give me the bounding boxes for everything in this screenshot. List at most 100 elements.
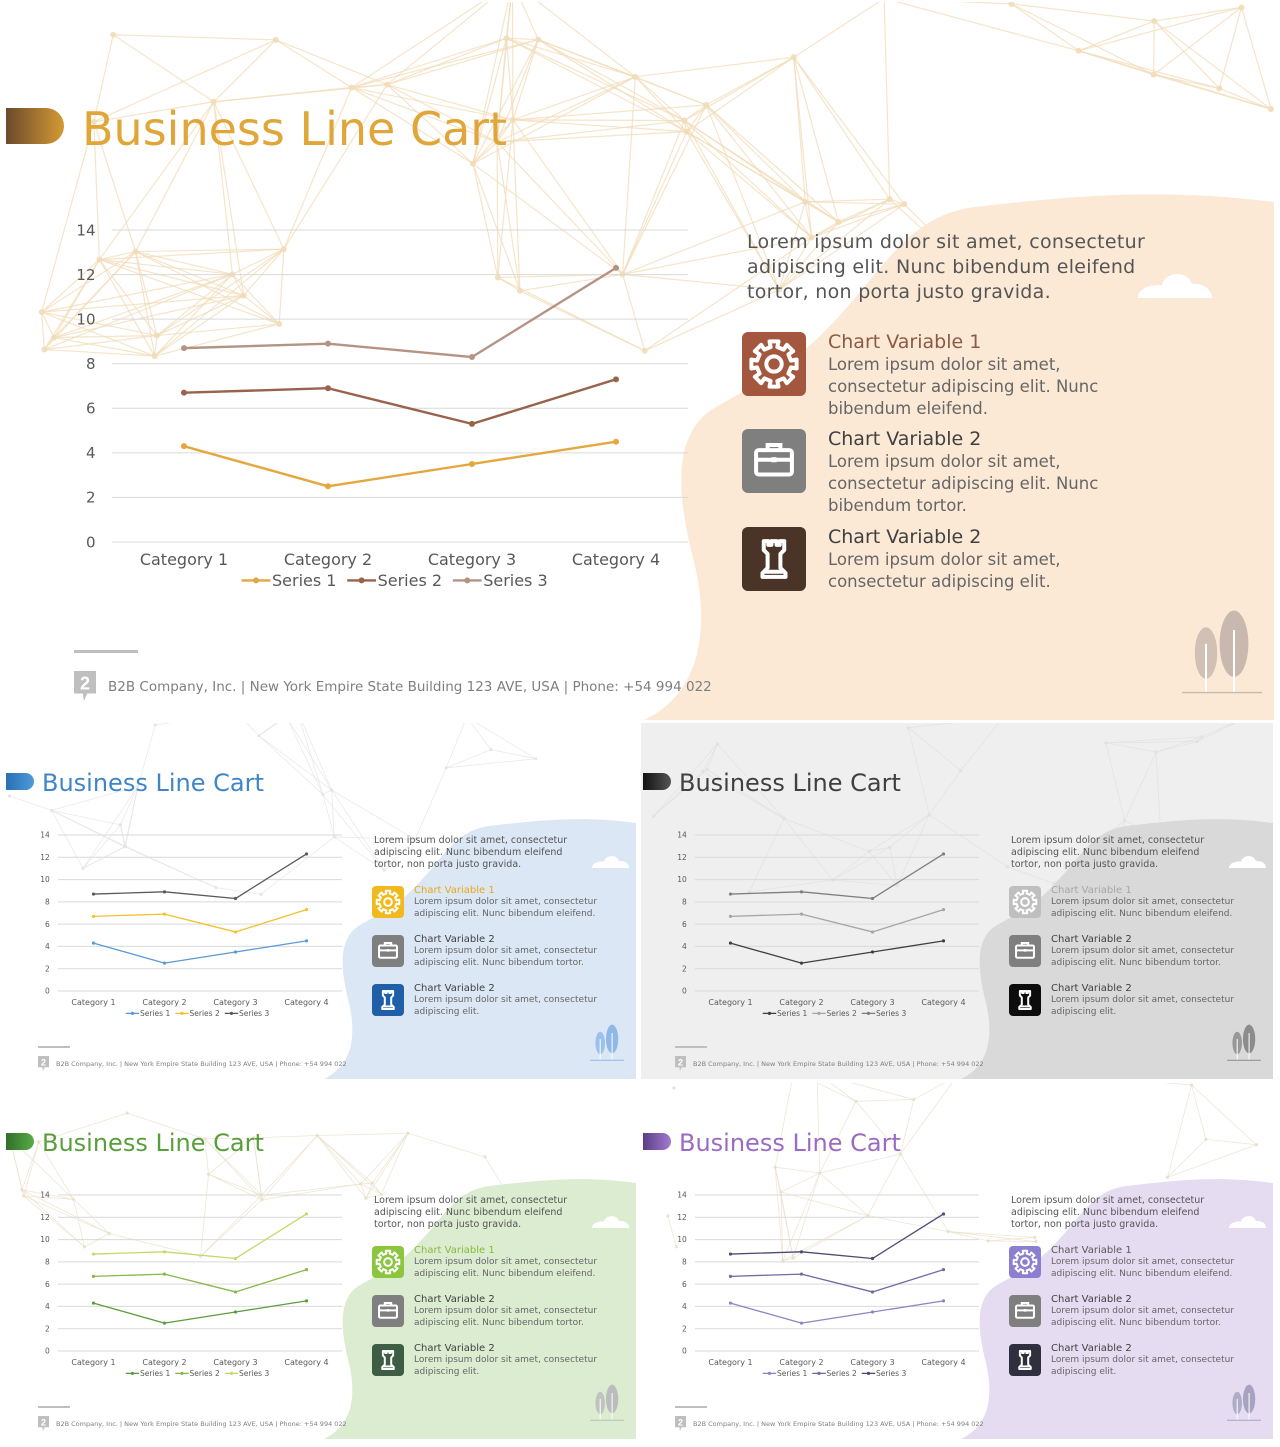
svg-text:2: 2	[80, 674, 90, 694]
gear-icon	[372, 1246, 404, 1278]
item-body: Lorem ipsum dolor sit amet, consectetur …	[1051, 1306, 1235, 1328]
data-point	[91, 941, 96, 945]
data-point	[870, 1310, 875, 1314]
series-line	[730, 1269, 944, 1293]
data-point	[162, 1321, 167, 1325]
footer-divider	[675, 1406, 707, 1408]
item-body: Lorem ipsum dolor sit amet, consectetur …	[828, 355, 1099, 418]
y-tick-label: 0	[86, 533, 96, 551]
company-logo-icon: 2	[38, 1056, 49, 1071]
cloud-icon	[1138, 274, 1213, 298]
background-network-pattern	[8, 1111, 599, 1258]
chart-variable-item-2: Chart Variable 2 Lorem ipsum dolor sit a…	[742, 427, 1162, 517]
y-tick-label: 14	[76, 221, 95, 239]
series-line	[93, 1213, 307, 1260]
series-line	[730, 940, 944, 964]
legend-marker	[130, 1011, 135, 1015]
data-point	[870, 930, 875, 934]
legend-marker	[866, 1371, 871, 1375]
data-point	[941, 1268, 946, 1272]
cloud-icon	[592, 856, 630, 868]
y-tick-label: 12	[677, 1213, 687, 1222]
item-title: Chart Variable 2	[1051, 934, 1132, 945]
briefcase-icon	[1009, 935, 1041, 967]
y-tick-label: 14	[40, 1191, 50, 1200]
x-tick-label: Category 4	[921, 1358, 965, 1367]
y-tick-label: 0	[682, 1347, 687, 1356]
item-body: Lorem ipsum dolor sit amet, consectetur …	[414, 1257, 598, 1279]
legend-marker	[767, 1371, 772, 1375]
item-title: Chart Variable 1	[1051, 885, 1132, 896]
legend-label: Series 1	[140, 1009, 170, 1018]
y-tick-label: 10	[40, 875, 50, 884]
line-chart: 0 2 4 6 8 10 12 14 Category 1 Category 2 Category …	[40, 1191, 342, 1378]
data-point	[304, 1212, 309, 1216]
data-point	[91, 914, 96, 918]
data-point	[304, 1268, 309, 1272]
item-body: Lorem ipsum dolor sit amet, consectetur …	[1051, 946, 1235, 968]
data-point	[799, 890, 804, 894]
chart-variable-item-3: Chart Variable 2 Lorem ipsum dolor sit a…	[1009, 1343, 1249, 1378]
trees-icon	[1227, 1384, 1261, 1421]
series-line	[93, 1269, 307, 1293]
data-point	[162, 1250, 167, 1254]
chart-variable-item-1: Chart Variable 1 Lorem ipsum dolor sit a…	[1009, 885, 1249, 920]
svg-text:2: 2	[41, 1417, 46, 1427]
y-tick-label: 8	[682, 1257, 687, 1266]
legend-marker	[817, 1371, 821, 1375]
description-text: Lorem ipsum dolor sit amet, consectetur …	[374, 835, 568, 870]
series-line	[730, 853, 944, 900]
description-text: Lorem ipsum dolor sit amet, consectetur …	[374, 1195, 568, 1230]
chess-rook-icon	[1009, 984, 1041, 1016]
cloud-icon	[1229, 856, 1267, 868]
legend-label: Series 3	[876, 1369, 906, 1378]
y-tick-label: 6	[45, 920, 50, 929]
legend-marker	[253, 577, 259, 584]
x-tick-label: Category 2	[779, 1358, 823, 1367]
y-tick-label: 4	[86, 444, 96, 462]
y-tick-label: 14	[677, 1191, 687, 1200]
legend-label: Series 1	[140, 1369, 170, 1378]
company-logo-icon: 2	[74, 671, 96, 701]
data-point	[181, 345, 187, 352]
x-tick-label: Category 1	[708, 1358, 752, 1367]
title-tab-shape	[6, 1133, 34, 1150]
title-tab-shape	[643, 773, 671, 790]
legend-label: Series 3	[483, 571, 547, 590]
data-point	[728, 1301, 733, 1305]
legend-label: Series 2	[827, 1009, 857, 1018]
cloud-icon	[592, 1216, 630, 1228]
slide-title: Business Line Cart	[42, 769, 264, 797]
y-tick-label: 0	[45, 987, 50, 996]
legend-marker	[180, 1011, 184, 1015]
data-point	[870, 950, 875, 954]
data-point	[233, 896, 238, 901]
y-tick-label: 8	[86, 355, 96, 373]
y-tick-label: 10	[76, 310, 95, 328]
item-title: Chart Variable 2	[414, 1294, 495, 1305]
x-tick-label: Category 2	[142, 998, 186, 1007]
item-title: Chart Variable 1	[828, 331, 982, 353]
y-tick-label: 2	[45, 964, 50, 973]
legend-marker	[358, 577, 365, 584]
item-body: Lorem ipsum dolor sit amet, consectetur …	[414, 897, 598, 919]
footer-text: B2B Company, Inc. | New York Empire Stat…	[693, 1420, 984, 1428]
x-tick-label: Category 4	[284, 998, 328, 1007]
data-point	[941, 908, 946, 912]
briefcase-icon	[742, 429, 806, 493]
data-point	[870, 1290, 875, 1294]
footer-text: B2B Company, Inc. | New York Empire Stat…	[56, 1060, 347, 1068]
item-body: Lorem ipsum dolor sit amet, consectetur …	[828, 550, 1061, 591]
title-tab-shape	[6, 108, 64, 144]
description-text: Lorem ipsum dolor sit amet, consectetur …	[1011, 835, 1205, 870]
x-tick-label: Category 4	[921, 998, 965, 1007]
series-line	[730, 1300, 944, 1324]
item-title: Chart Variable 2	[414, 934, 495, 945]
legend-marker	[229, 1371, 234, 1375]
briefcase-icon	[1009, 1295, 1041, 1327]
series-line	[730, 909, 944, 933]
y-tick-label: 4	[682, 942, 687, 951]
y-tick-label: 4	[45, 942, 50, 951]
footer-text: B2B Company, Inc. | New York Empire Stat…	[108, 679, 712, 695]
x-tick-label: Category 1	[71, 1358, 115, 1367]
